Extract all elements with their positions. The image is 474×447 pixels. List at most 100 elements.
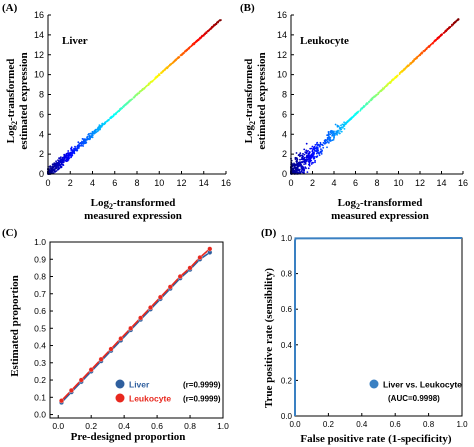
scatter-point <box>331 134 333 137</box>
scatter-point <box>457 18 460 21</box>
scatter-point <box>401 70 404 72</box>
y-tick-label: 0.6 <box>281 305 293 314</box>
panel-b-y-label-log: Log <box>243 124 255 143</box>
scatter-point <box>308 152 310 155</box>
scatter-point <box>343 121 345 124</box>
y-tick-label: 8 <box>282 90 287 100</box>
scatter-point <box>55 162 58 165</box>
scatter-point <box>438 36 440 39</box>
x-tick-label: 2 <box>310 178 315 188</box>
scatter-point <box>341 123 344 126</box>
scatter-point <box>62 157 65 159</box>
scatter-point <box>55 160 57 163</box>
y-tick-label: 0.9 <box>34 254 46 264</box>
scatter-point <box>301 154 304 157</box>
scatter-point <box>310 147 313 150</box>
scatter-point <box>310 154 313 157</box>
x-tick-label: 0 <box>288 178 293 188</box>
x-tick-label: 8 <box>134 178 139 188</box>
scatter-point <box>293 164 296 166</box>
x-tick-label: 1.0 <box>217 421 229 431</box>
panel-a: (A) 0 2 4 6 8 10 12 14 16 0 2 4 6 8 10 12 14 16 Liver Lo… <box>2 2 231 222</box>
scatter-point <box>64 159 67 162</box>
scatter-point <box>195 40 197 43</box>
y-tick-label: 2 <box>39 149 44 159</box>
scatter-point <box>339 130 341 132</box>
panel-c-x-label: Pre-designed proportion <box>71 431 186 443</box>
scatter-point <box>314 155 316 158</box>
scatter-point <box>58 162 60 165</box>
scatter-point <box>324 142 326 145</box>
scatter-point <box>425 47 428 50</box>
panel-a-y-ticks: 0 2 4 6 8 10 12 14 16 <box>34 10 51 179</box>
scatter-point <box>303 159 306 162</box>
legend-liver-label: Liver <box>129 380 150 390</box>
legend-leukocyte-marker <box>115 393 125 403</box>
scatter-point <box>307 155 310 158</box>
scatter-point <box>59 160 61 162</box>
panel-d-label: (D) <box>261 227 277 239</box>
scatter-point <box>314 161 316 164</box>
y-tick-label: 0.0 <box>281 412 293 421</box>
scatter-point <box>130 98 133 101</box>
panel-c-y-ticks: 0.0 0.1 0.2 0.3 0.4 0.5 0.6 0.7 0.8 0.9 1.0 <box>34 237 53 420</box>
scatter-point <box>312 157 315 160</box>
scatter-point <box>121 107 124 110</box>
x-tick-label: 2 <box>68 178 73 188</box>
scatter-point <box>417 55 420 58</box>
panel-b-x-label: Log2-transformed <box>338 197 423 211</box>
scatter-point <box>199 38 201 40</box>
scatter-point <box>305 142 308 145</box>
scatter-point <box>207 30 210 32</box>
scatter-point <box>109 116 112 119</box>
scatter-point <box>332 134 335 137</box>
series-leukocyte-point <box>128 325 134 331</box>
roc-curve <box>294 237 463 416</box>
panel-b-y-label: Log2-transformed <box>243 59 257 144</box>
scatter-point <box>431 42 434 45</box>
scatter-point <box>160 72 163 74</box>
x-tick-label: 0.6 <box>390 420 402 429</box>
x-tick-label: 16 <box>221 178 231 188</box>
scatter-point <box>351 116 353 119</box>
scatter-point <box>293 162 295 165</box>
panel-d-series <box>294 237 463 416</box>
scatter-point <box>398 72 401 74</box>
scatter-point <box>449 26 452 29</box>
scatter-point <box>191 44 194 46</box>
scatter-point <box>52 166 54 169</box>
panel-b: (B) 0 2 4 6 8 10 12 14 16 0 2 4 6 8 10 12 14 16 Leukocyt… <box>240 2 468 222</box>
panel-a-y-label-sub: 2 <box>10 121 19 125</box>
y-tick-label: 16 <box>277 10 287 20</box>
scatter-point <box>82 143 85 145</box>
x-tick-label: 0.8 <box>184 421 196 431</box>
panel-d-y-label: True positive rate (sensibility) <box>263 268 275 408</box>
x-tick-label: 0.6 <box>151 421 163 431</box>
scatter-point <box>299 152 302 155</box>
panel-a-x-ticks: 0 2 4 6 8 10 12 14 16 <box>45 171 231 188</box>
scatter-point <box>337 130 339 133</box>
x-tick-label: 0.4 <box>118 421 130 431</box>
scatter-point <box>71 149 74 152</box>
scatter-point <box>301 156 303 159</box>
panel-a-x-label-log: Log <box>91 197 110 209</box>
scatter-point <box>301 167 303 170</box>
scatter-point <box>317 149 320 152</box>
scatter-point <box>391 79 394 81</box>
y-tick-label: 0.2 <box>281 376 293 385</box>
scatter-point <box>70 147 72 150</box>
scatter-point <box>116 111 119 113</box>
scatter-point <box>317 152 320 155</box>
panel-c-legend: Liver (r=0.9999) Leukocyte (r=0.9999) <box>115 379 221 404</box>
legend-liver-marker <box>115 379 125 389</box>
panel-b-x-ticks: 0 2 4 6 8 10 12 14 16 <box>288 171 468 188</box>
scatter-point <box>99 127 102 129</box>
scatter-point <box>400 71 402 73</box>
panel-d-x-ticks: 0.0 0.2 0.4 0.6 0.8 1.0 <box>289 413 468 429</box>
scatter-point <box>329 131 332 134</box>
y-tick-label: 2 <box>282 149 287 159</box>
scatter-point <box>442 32 445 34</box>
scatter-point <box>219 19 222 22</box>
scatter-point <box>338 127 341 129</box>
